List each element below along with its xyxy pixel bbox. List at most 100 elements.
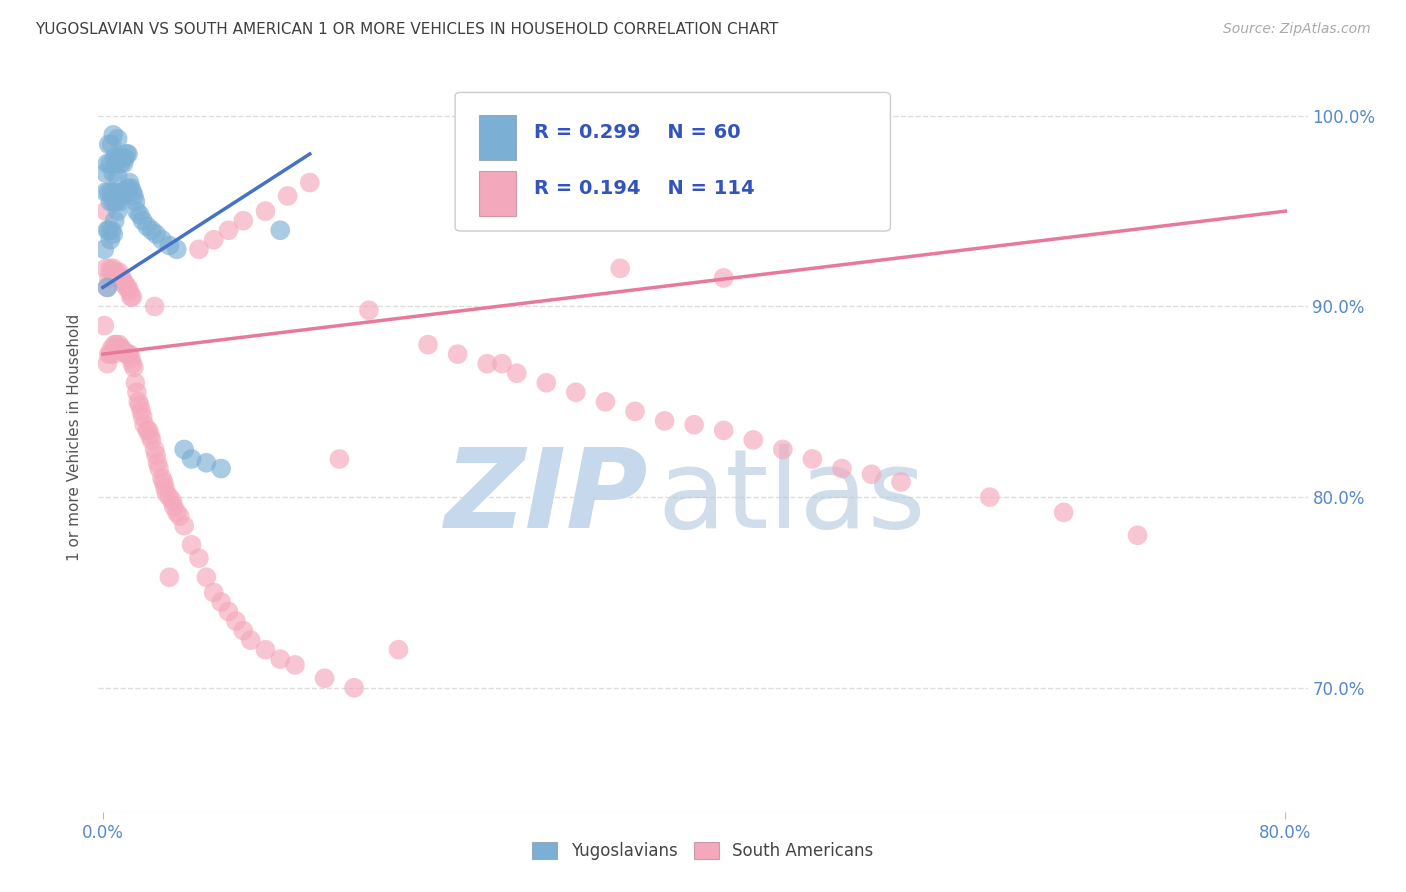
Yugoslavians (125, 204, 148, 219)
South Americans (94, 204, 117, 219)
South Americans (98, 261, 121, 276)
South Americans (225, 614, 247, 628)
Text: R = 0.299    N = 60: R = 0.299 N = 60 (534, 122, 741, 142)
South Americans (169, 509, 191, 524)
South Americans (127, 394, 149, 409)
South Americans (713, 424, 735, 438)
South Americans (162, 494, 184, 508)
Yugoslavians (112, 189, 135, 203)
Yugoslavians (122, 189, 145, 203)
South Americans (163, 500, 186, 514)
South Americans (141, 433, 163, 447)
Yugoslavians (105, 194, 128, 209)
South Americans (143, 442, 166, 457)
Yugoslavians (117, 181, 139, 195)
Yugoslavians (98, 156, 121, 170)
Yugoslavians (111, 185, 134, 199)
South Americans (103, 347, 125, 361)
Yugoslavians (180, 452, 202, 467)
South Americans (195, 570, 218, 584)
South Americans (110, 271, 132, 285)
South Americans (1126, 528, 1149, 542)
South Americans (96, 280, 118, 294)
South Americans (105, 337, 128, 351)
Yugoslavians (136, 219, 159, 234)
South Americans (491, 357, 513, 371)
Yugoslavians (100, 137, 122, 152)
Yugoslavians (97, 185, 120, 199)
South Americans (115, 280, 138, 294)
South Americans (125, 385, 148, 400)
Yugoslavians (108, 189, 131, 203)
South Americans (120, 351, 142, 365)
South Americans (134, 417, 156, 432)
South Americans (108, 265, 131, 279)
South Americans (180, 538, 202, 552)
Yugoslavians (195, 456, 218, 470)
Yugoslavians (145, 227, 167, 241)
Yugoslavians (124, 194, 146, 209)
South Americans (97, 271, 120, 285)
South Americans (150, 471, 173, 485)
Yugoslavians (107, 204, 129, 219)
South Americans (155, 486, 177, 500)
South Americans (110, 342, 132, 356)
South Americans (145, 448, 167, 462)
Yugoslavians (107, 131, 129, 145)
South Americans (152, 475, 174, 489)
South Americans (565, 385, 588, 400)
South Americans (153, 481, 176, 495)
Yugoslavians (150, 233, 173, 247)
Yugoslavians (96, 223, 118, 237)
South Americans (357, 303, 380, 318)
South Americans (284, 657, 307, 672)
Yugoslavians (108, 151, 131, 165)
South Americans (136, 424, 159, 438)
South Americans (232, 213, 254, 227)
Yugoslavians (98, 233, 121, 247)
Yugoslavians (98, 194, 121, 209)
South Americans (139, 429, 162, 443)
Yugoslavians (94, 185, 117, 199)
South Americans (112, 277, 135, 291)
South Americans (654, 414, 676, 428)
South Americans (108, 337, 131, 351)
South Americans (277, 189, 299, 203)
South Americans (121, 357, 143, 371)
South Americans (118, 284, 141, 298)
Yugoslavians (118, 176, 141, 190)
South Americans (801, 452, 824, 467)
Yugoslavians (111, 151, 134, 165)
South Americans (742, 433, 765, 447)
Y-axis label: 1 or more Vehicles in Household: 1 or more Vehicles in Household (67, 313, 83, 561)
Yugoslavians (115, 185, 138, 199)
Yugoslavians (141, 223, 163, 237)
South Americans (105, 265, 128, 279)
South Americans (713, 271, 735, 285)
South Americans (100, 342, 122, 356)
Yugoslavians (132, 213, 155, 227)
Text: atlas: atlas (657, 443, 925, 550)
South Americans (860, 467, 883, 482)
South Americans (143, 300, 166, 314)
South Americans (115, 347, 138, 361)
South Americans (103, 261, 125, 276)
South Americans (148, 461, 170, 475)
Yugoslavians (110, 194, 132, 209)
Text: Source: ZipAtlas.com: Source: ZipAtlas.com (1223, 22, 1371, 37)
South Americans (157, 490, 180, 504)
South Americans (328, 452, 350, 467)
South Americans (187, 551, 209, 566)
South Americans (112, 345, 135, 359)
Yugoslavians (100, 185, 122, 199)
South Americans (132, 410, 155, 425)
Yugoslavians (115, 147, 138, 161)
Yugoslavians (121, 185, 143, 199)
South Americans (100, 265, 122, 279)
FancyBboxPatch shape (479, 171, 516, 216)
Yugoslavians (93, 242, 115, 256)
FancyBboxPatch shape (479, 115, 516, 160)
South Americans (269, 652, 291, 666)
Yugoslavians (110, 156, 132, 170)
South Americans (104, 337, 127, 351)
